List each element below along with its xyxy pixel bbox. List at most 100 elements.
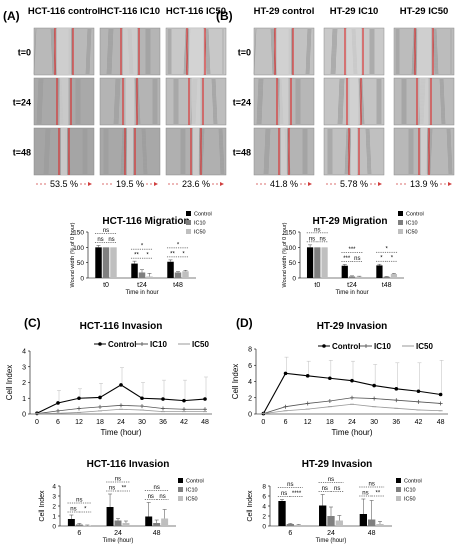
significance-label: ns	[153, 485, 159, 491]
data-point	[203, 397, 207, 401]
cell-texture	[120, 128, 124, 175]
legend-swatch	[178, 478, 183, 483]
bar	[319, 505, 327, 526]
data-point	[350, 378, 354, 383]
wound-gap	[281, 128, 287, 175]
legend-label: Control	[108, 340, 136, 349]
significance-label: ns	[368, 482, 374, 488]
arrow-head	[308, 182, 312, 186]
cell-texture	[211, 78, 215, 125]
cell-texture	[344, 128, 348, 175]
cell-texture	[86, 28, 90, 75]
cell-texture	[221, 128, 225, 175]
x-tick-label: 36	[392, 419, 400, 426]
data-point	[438, 392, 443, 397]
significance-label: ns	[148, 494, 154, 500]
y-tick-label: 0	[52, 524, 56, 531]
cell-texture	[213, 78, 217, 125]
wound-gap	[123, 28, 137, 75]
cell-texture	[38, 78, 42, 125]
wound-gap	[59, 78, 69, 125]
legend-marker	[98, 342, 102, 346]
y-tick-label: 2	[248, 395, 252, 402]
wound-gap	[191, 78, 201, 125]
bar	[356, 276, 363, 278]
cell-texture	[206, 28, 210, 75]
bar	[67, 519, 75, 526]
y-tick-label: 50	[289, 260, 297, 267]
bar	[341, 265, 348, 278]
x-tick-label: 42	[415, 419, 423, 426]
cell-texture	[109, 28, 113, 75]
cell-texture	[137, 78, 141, 125]
x-tick-label: 48	[153, 530, 161, 537]
x-tick-label: 6	[56, 419, 60, 426]
y-tick-label: 150	[285, 230, 296, 237]
legend-label: IC50	[186, 497, 198, 503]
cell-texture	[447, 128, 451, 175]
legend-swatch	[396, 478, 401, 483]
cell-texture	[88, 28, 92, 75]
cell-texture	[334, 28, 338, 75]
bar	[102, 247, 110, 278]
y-tick-label: 0	[22, 412, 26, 419]
wound-gap	[127, 128, 133, 175]
legend-label: Control	[186, 479, 204, 485]
y-tick-label: 3	[52, 494, 56, 501]
cell-texture	[87, 28, 91, 75]
y-tick-label: 1	[22, 396, 26, 403]
legend-label: IC10	[186, 488, 198, 494]
time-row-label: t=24	[13, 98, 31, 108]
closure-percent: 5.78 %	[340, 179, 368, 189]
cell-texture	[435, 28, 439, 75]
cell-texture	[205, 28, 209, 75]
cell-texture	[107, 28, 111, 75]
percent-bg	[180, 178, 212, 189]
legend-swatch	[396, 487, 401, 492]
data-point	[182, 398, 186, 403]
bar	[335, 520, 343, 526]
significance-label: ns	[334, 486, 340, 492]
x-tick-label: 0	[261, 419, 265, 426]
legend-label: Control	[194, 212, 212, 218]
bar	[145, 516, 153, 526]
cell-texture	[51, 28, 55, 75]
cell-texture	[442, 78, 446, 125]
wound-gap	[125, 78, 135, 125]
legend-label: IC10	[194, 221, 206, 227]
column-header: HT-29 control	[254, 6, 315, 17]
x-tick-label: t24	[347, 282, 357, 289]
cell-texture	[333, 28, 337, 75]
cell-texture	[307, 28, 311, 75]
wound-gap	[279, 78, 289, 125]
significance-label: *	[182, 251, 185, 257]
y-tick-label: 0	[80, 276, 84, 283]
cell-texture	[108, 28, 112, 75]
bar	[306, 247, 314, 278]
legend-label: Control	[406, 212, 424, 218]
cell-texture	[361, 78, 365, 125]
wound-gap	[189, 28, 203, 75]
wound-gap	[349, 78, 359, 125]
x-tick-label: t0	[103, 282, 109, 289]
x-tick-label: 0	[35, 419, 39, 426]
data-point	[56, 401, 60, 405]
bar	[110, 247, 117, 278]
x-tick-label: 12	[304, 419, 312, 426]
cell-texture	[337, 78, 341, 125]
wound-gap	[421, 128, 427, 175]
bar	[106, 507, 114, 526]
x-tick-label: 24	[327, 530, 335, 537]
percent-bg	[338, 178, 370, 189]
x-tick-label: 12	[75, 419, 83, 426]
y-tick-label: 1	[52, 514, 56, 521]
x-tick-label: 6	[77, 530, 81, 537]
cell-texture	[367, 128, 371, 175]
y-tick-label: 3	[22, 364, 26, 371]
bar	[278, 501, 286, 526]
significance-label: ns	[103, 228, 109, 234]
column-header: HT-29 IC10	[330, 6, 379, 17]
significance-label: *	[177, 242, 180, 248]
